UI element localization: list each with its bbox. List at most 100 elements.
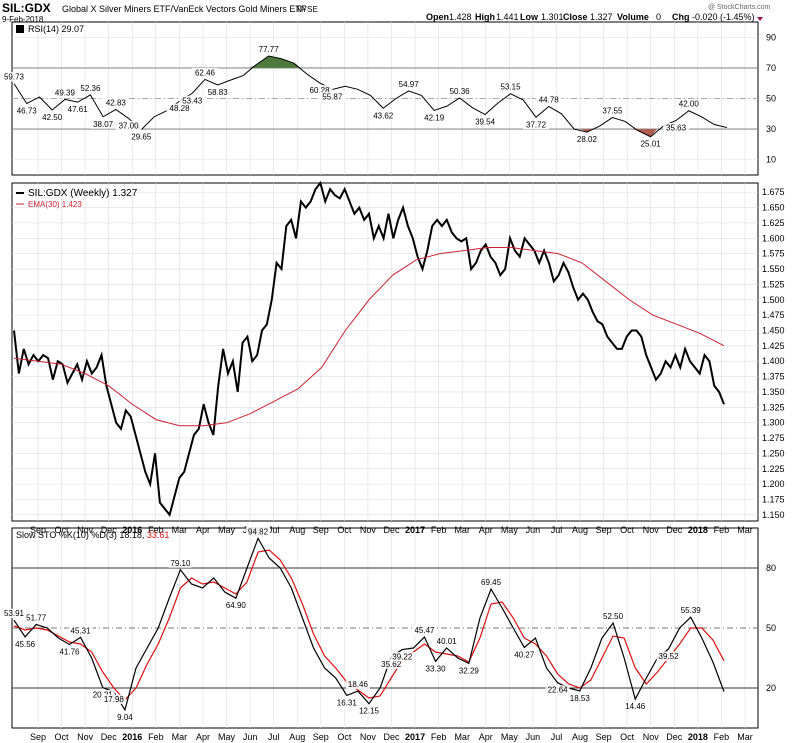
stoch-label-text: 40.01 (437, 637, 458, 646)
label-bg (623, 701, 648, 712)
stoch-title: Slow STO %K(10) %D(3) 18.18, 33.61 (16, 530, 169, 540)
stoch-label-text: 41.76 (59, 647, 80, 656)
x-axis-label: Nov (77, 525, 94, 535)
label-bg (179, 95, 206, 106)
x-axis-label: Mar (172, 732, 188, 742)
rsi-label-text: 44.78 (539, 95, 560, 104)
stoch-value-label: 18.46 (345, 679, 370, 690)
price-tick-label: 1.300 (762, 418, 785, 428)
stoch-title-k: Slow STO %K(10) %D(3) 18.18, (16, 530, 147, 540)
x-axis-label: 2017 (405, 732, 425, 742)
x-axis-label: Apr (479, 732, 493, 742)
label-bg (675, 99, 702, 109)
chg-value: -0.020 (-1.45%) (692, 12, 755, 22)
exchange: NYSE (296, 5, 318, 14)
x-axis-label: Apr (196, 732, 210, 742)
x-axis-label: Nov (360, 525, 377, 535)
rsi-label-text: 42.19 (424, 113, 445, 122)
stoch-label-text: 45.56 (15, 640, 36, 649)
x-axis-label: Feb (148, 525, 164, 535)
rsi-label-text: 48.28 (170, 104, 191, 113)
label-bg (390, 652, 415, 662)
rsi-value-label: 42.50 (39, 112, 66, 122)
label-bg (421, 112, 448, 123)
x-axis-label: Aug (289, 732, 305, 742)
price-tick-label: 1.200 (762, 479, 785, 489)
stoch-label-text: 55.39 (681, 606, 702, 615)
rsi-value-label: 25.01 (637, 139, 664, 149)
stoch-label-text: 51.77 (26, 613, 47, 622)
price-tick-label: 1.350 (762, 387, 785, 397)
x-axis-label: Dec (666, 732, 683, 742)
x-axis-label: Oct (620, 525, 635, 535)
price-tick-label: 1.475 (762, 310, 785, 320)
rsi-value-label: 53.43 (179, 95, 206, 106)
x-axis-label: Mar (737, 525, 753, 535)
x-axis-label: Dec (383, 732, 400, 742)
x-axis-label: Oct (55, 732, 70, 742)
price-tick-label: 1.625 (762, 218, 785, 228)
stoch-label-text: 52.50 (603, 612, 624, 621)
x-axis-label: May (218, 525, 236, 535)
chg-label: Chg (672, 12, 690, 22)
x-axis-label: Jun (243, 732, 258, 742)
x-axis-label: Nov (360, 732, 377, 742)
label-bg (77, 83, 104, 93)
rsi-value-label: 53.15 (497, 82, 524, 92)
label-bg (535, 94, 562, 105)
rsi-tick-label: 10 (766, 155, 776, 165)
label-bg (678, 605, 703, 616)
x-axis-label: Jun (526, 525, 541, 535)
rsi-value-label: 77.77 (255, 44, 282, 55)
rsi-label-text: 42.00 (679, 100, 700, 109)
label-bg (472, 117, 499, 127)
x-axis-label: Feb (714, 732, 730, 742)
x-axis-label: Mar (737, 732, 753, 742)
x-axis-label: 2016 (122, 732, 142, 742)
rsi-value-label: 43.62 (370, 110, 397, 121)
stoch-label-text: 18.53 (570, 694, 591, 703)
label-bg (497, 82, 524, 92)
label-bg (334, 697, 359, 708)
symbol: SIL:GDX (2, 1, 51, 15)
label-bg (379, 659, 404, 669)
label-bg (446, 86, 473, 96)
label-bg (115, 120, 142, 131)
price-legend-text: SIL:GDX (Weekly) 1.327 (28, 188, 138, 199)
stoch-label-text: 18.46 (348, 680, 369, 689)
x-axis-label: Apr (196, 525, 210, 535)
rsi-label-text: 55.87 (322, 93, 343, 102)
label-bg (319, 92, 346, 102)
label-bg (306, 85, 333, 95)
stoch-value-label: 45.31 (68, 625, 93, 636)
rsi-oversold-fill (580, 129, 594, 133)
rsi-value-label: 37.00 (115, 120, 142, 131)
label-bg (567, 693, 592, 703)
x-axis-label: Oct (337, 525, 352, 535)
stoch-label-text: 53.91 (4, 609, 25, 618)
stoch-label-text: 79.10 (170, 559, 191, 568)
rsi-label-text: 53.43 (182, 96, 203, 105)
x-axis-label: Oct (620, 732, 635, 742)
rsi-tick-label: 50 (766, 94, 776, 104)
open-value: 1.428 (449, 12, 472, 22)
label-bg (102, 97, 129, 108)
stoch-label-text: 39.22 (392, 653, 413, 662)
label-bg (479, 577, 504, 588)
price-tick-label: 1.525 (762, 279, 785, 289)
rsi-value-label: 60.28 (306, 85, 333, 95)
x-axis-label: Feb (148, 732, 164, 742)
label-bg (112, 712, 137, 722)
stoch-label-text: 94.82 (248, 527, 269, 536)
label-bg (51, 87, 78, 98)
down-arrow-icon (757, 17, 763, 21)
x-axis-label: Jul (268, 525, 280, 535)
label-bg (456, 665, 481, 676)
low-label: Low (520, 12, 539, 22)
description: Global X Silver Miners ETF/VanEck Vector… (62, 4, 307, 14)
x-axis-label: Jul (268, 732, 280, 742)
x-axis-label: Aug (289, 525, 305, 535)
rsi-overbought-fill (249, 56, 301, 68)
price-tick-label: 1.275 (762, 433, 785, 443)
